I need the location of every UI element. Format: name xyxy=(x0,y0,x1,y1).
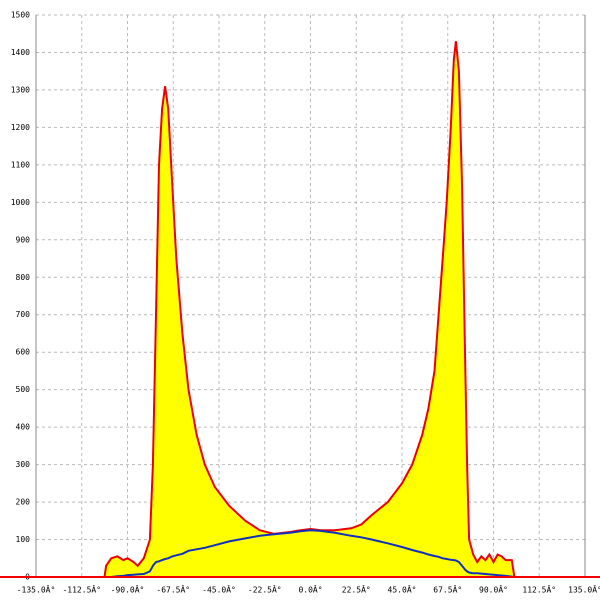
y-tick-label: 1100 xyxy=(11,160,30,169)
x-tick-label: 22.5Â° xyxy=(342,584,371,595)
y-tick-label: 1200 xyxy=(11,123,30,132)
x-tick-label: 0.0Â° xyxy=(298,584,322,595)
x-tick-label: -112.5Â° xyxy=(62,584,101,595)
x-tick-label: 45.0Â° xyxy=(388,584,417,595)
x-tick-label: -45.0Â° xyxy=(202,584,236,595)
y-tick-label: 500 xyxy=(16,385,31,394)
y-tick-label: 200 xyxy=(16,498,31,507)
y-tick-label: 900 xyxy=(16,235,31,244)
y-tick-label: 1000 xyxy=(11,198,30,207)
y-tick-label: 800 xyxy=(16,273,31,282)
y-tick-label: 400 xyxy=(16,423,31,432)
x-tick-label: 67.5Â° xyxy=(433,584,462,595)
x-tick-label: -90.0Â° xyxy=(111,584,145,595)
y-tick-label: 1400 xyxy=(11,48,30,57)
y-tick-label: 600 xyxy=(16,348,31,357)
x-tick-label: -22.5Â° xyxy=(248,584,282,595)
line xyxy=(104,529,515,578)
y-tick-label: 1500 xyxy=(11,11,30,20)
y-tick-label: 100 xyxy=(16,535,31,544)
y-tick-label: 1300 xyxy=(11,85,30,94)
line xyxy=(103,41,516,578)
x-tick-label: 135.0Â° xyxy=(568,584,600,595)
area-fill xyxy=(104,41,515,577)
y-tick-label: 700 xyxy=(16,310,31,319)
x-tick-label: 112.5Â° xyxy=(522,584,556,595)
x-tick-label: -67.5Â° xyxy=(156,584,190,595)
x-tick-label: 90.0Â° xyxy=(479,584,508,595)
y-tick-label: 300 xyxy=(16,460,31,469)
x-tick-label: -135.0Â° xyxy=(17,584,56,595)
